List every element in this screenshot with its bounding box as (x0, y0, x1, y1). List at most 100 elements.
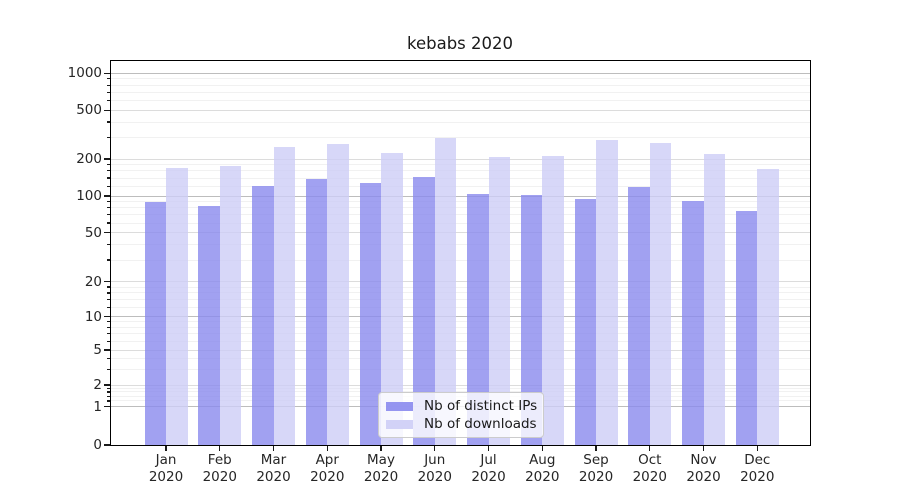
y-minor-tick (106, 121, 110, 123)
y-minor-tick (106, 306, 110, 309)
gridline-major (110, 384, 810, 386)
bar-distinct-ips (413, 176, 435, 445)
x-tick (541, 445, 543, 451)
bar-distinct-ips (735, 210, 758, 445)
y-tick-label: 5 (93, 342, 102, 358)
gridline-minor (110, 286, 810, 288)
x-tick-label: Sep 2020 (578, 452, 614, 485)
gridline-minor (110, 170, 810, 172)
x-tick-label: Feb 2020 (202, 452, 237, 485)
x-tick (649, 445, 651, 451)
y-minor-tick (106, 299, 110, 301)
gridline-minor (110, 306, 810, 308)
gridline-minor (110, 321, 810, 323)
bar-downloads (166, 167, 188, 445)
x-tick (595, 445, 597, 451)
x-tick-label: Aug 2020 (525, 452, 560, 485)
y-tick-label: 100 (76, 188, 102, 204)
y-minor-tick (106, 244, 110, 246)
y-minor-tick (106, 91, 110, 93)
y-minor-tick (106, 78, 110, 80)
bar-distinct-ips (467, 193, 489, 445)
y-minor-tick (106, 185, 110, 187)
chart-title: kebabs 2020 (406, 34, 513, 53)
gridline-minor (110, 177, 810, 179)
y-minor-tick (106, 214, 110, 216)
gridline-major (110, 232, 810, 234)
y-tick (104, 72, 110, 74)
gridline-minor (110, 185, 810, 187)
gridline-minor (110, 391, 810, 393)
y-tick-label: 1000 (67, 65, 102, 82)
y-minor-tick (106, 395, 110, 397)
x-tick (487, 445, 490, 451)
legend-label-distinct-ips: Nb of distinct IPs (424, 398, 538, 414)
y-minor-tick (106, 357, 110, 360)
gridline-major (110, 158, 810, 160)
y-minor-tick (106, 177, 110, 179)
x-tick (272, 445, 275, 451)
y-tick-label: 0 (93, 437, 102, 453)
y-tick-label: 500 (76, 102, 102, 119)
gridline-minor (110, 214, 810, 216)
x-tick (219, 445, 221, 451)
y-tick (104, 158, 110, 160)
y-minor-tick (106, 136, 110, 138)
y-minor-tick (106, 391, 110, 393)
y-tick (104, 316, 110, 318)
y-minor-tick (106, 340, 110, 342)
x-tick (702, 445, 705, 451)
y-minor-tick (106, 326, 110, 328)
legend-swatch-downloads (386, 419, 413, 429)
bar-distinct-ips (198, 205, 220, 445)
y-minor-tick (106, 200, 110, 203)
bar-distinct-ips (574, 198, 596, 445)
x-tick-label: Dec 2020 (740, 452, 775, 485)
y-minor-tick (106, 292, 110, 294)
gridline-minor (110, 259, 810, 261)
gridline-major (110, 195, 810, 197)
bar-downloads (703, 153, 725, 445)
bar-downloads (488, 157, 510, 445)
gridline-major (110, 109, 810, 111)
bar-downloads (434, 138, 457, 445)
gridline-minor (110, 99, 810, 101)
y-tick-label: 20 (84, 273, 102, 290)
y-tick (104, 109, 110, 111)
gridline-major (110, 281, 810, 283)
gridline-minor (110, 326, 810, 328)
gridline-minor (110, 299, 810, 301)
y-minor-tick (106, 259, 110, 261)
gridline-minor (110, 164, 810, 166)
legend: Nb of distinct IPs Nb of downloads (378, 392, 544, 438)
x-tick-label: Jan 2020 (148, 452, 184, 485)
gridline-minor (110, 244, 810, 246)
bar-distinct-ips (252, 185, 274, 445)
x-tick-label: Oct 2020 (632, 452, 667, 485)
legend-swatch-distinct-ips (386, 401, 413, 411)
gridline-major (110, 316, 810, 318)
y-tick-label: 200 (76, 151, 102, 167)
gridline-minor (110, 340, 810, 342)
y-minor-tick (106, 321, 110, 323)
y-tick (104, 281, 110, 283)
x-tick (165, 445, 167, 451)
y-tick (104, 232, 110, 234)
x-tick-label: Nov 2020 (686, 452, 721, 485)
y-tick (104, 349, 110, 351)
bar-downloads (327, 143, 349, 445)
y-tick-label: 1 (93, 398, 102, 415)
bar-distinct-ips (628, 187, 650, 445)
y-minor-tick (106, 387, 110, 389)
bar-distinct-ips (359, 183, 381, 445)
legend-label-downloads: Nb of downloads (424, 416, 537, 432)
x-tick (326, 445, 328, 451)
bar-downloads (757, 168, 779, 445)
gridline-minor (110, 136, 810, 138)
gridline-minor (110, 207, 810, 209)
gridline-minor (110, 84, 810, 86)
y-tick-label: 50 (84, 224, 102, 241)
y-tick-label: 2 (93, 377, 102, 393)
x-tick (756, 445, 758, 451)
